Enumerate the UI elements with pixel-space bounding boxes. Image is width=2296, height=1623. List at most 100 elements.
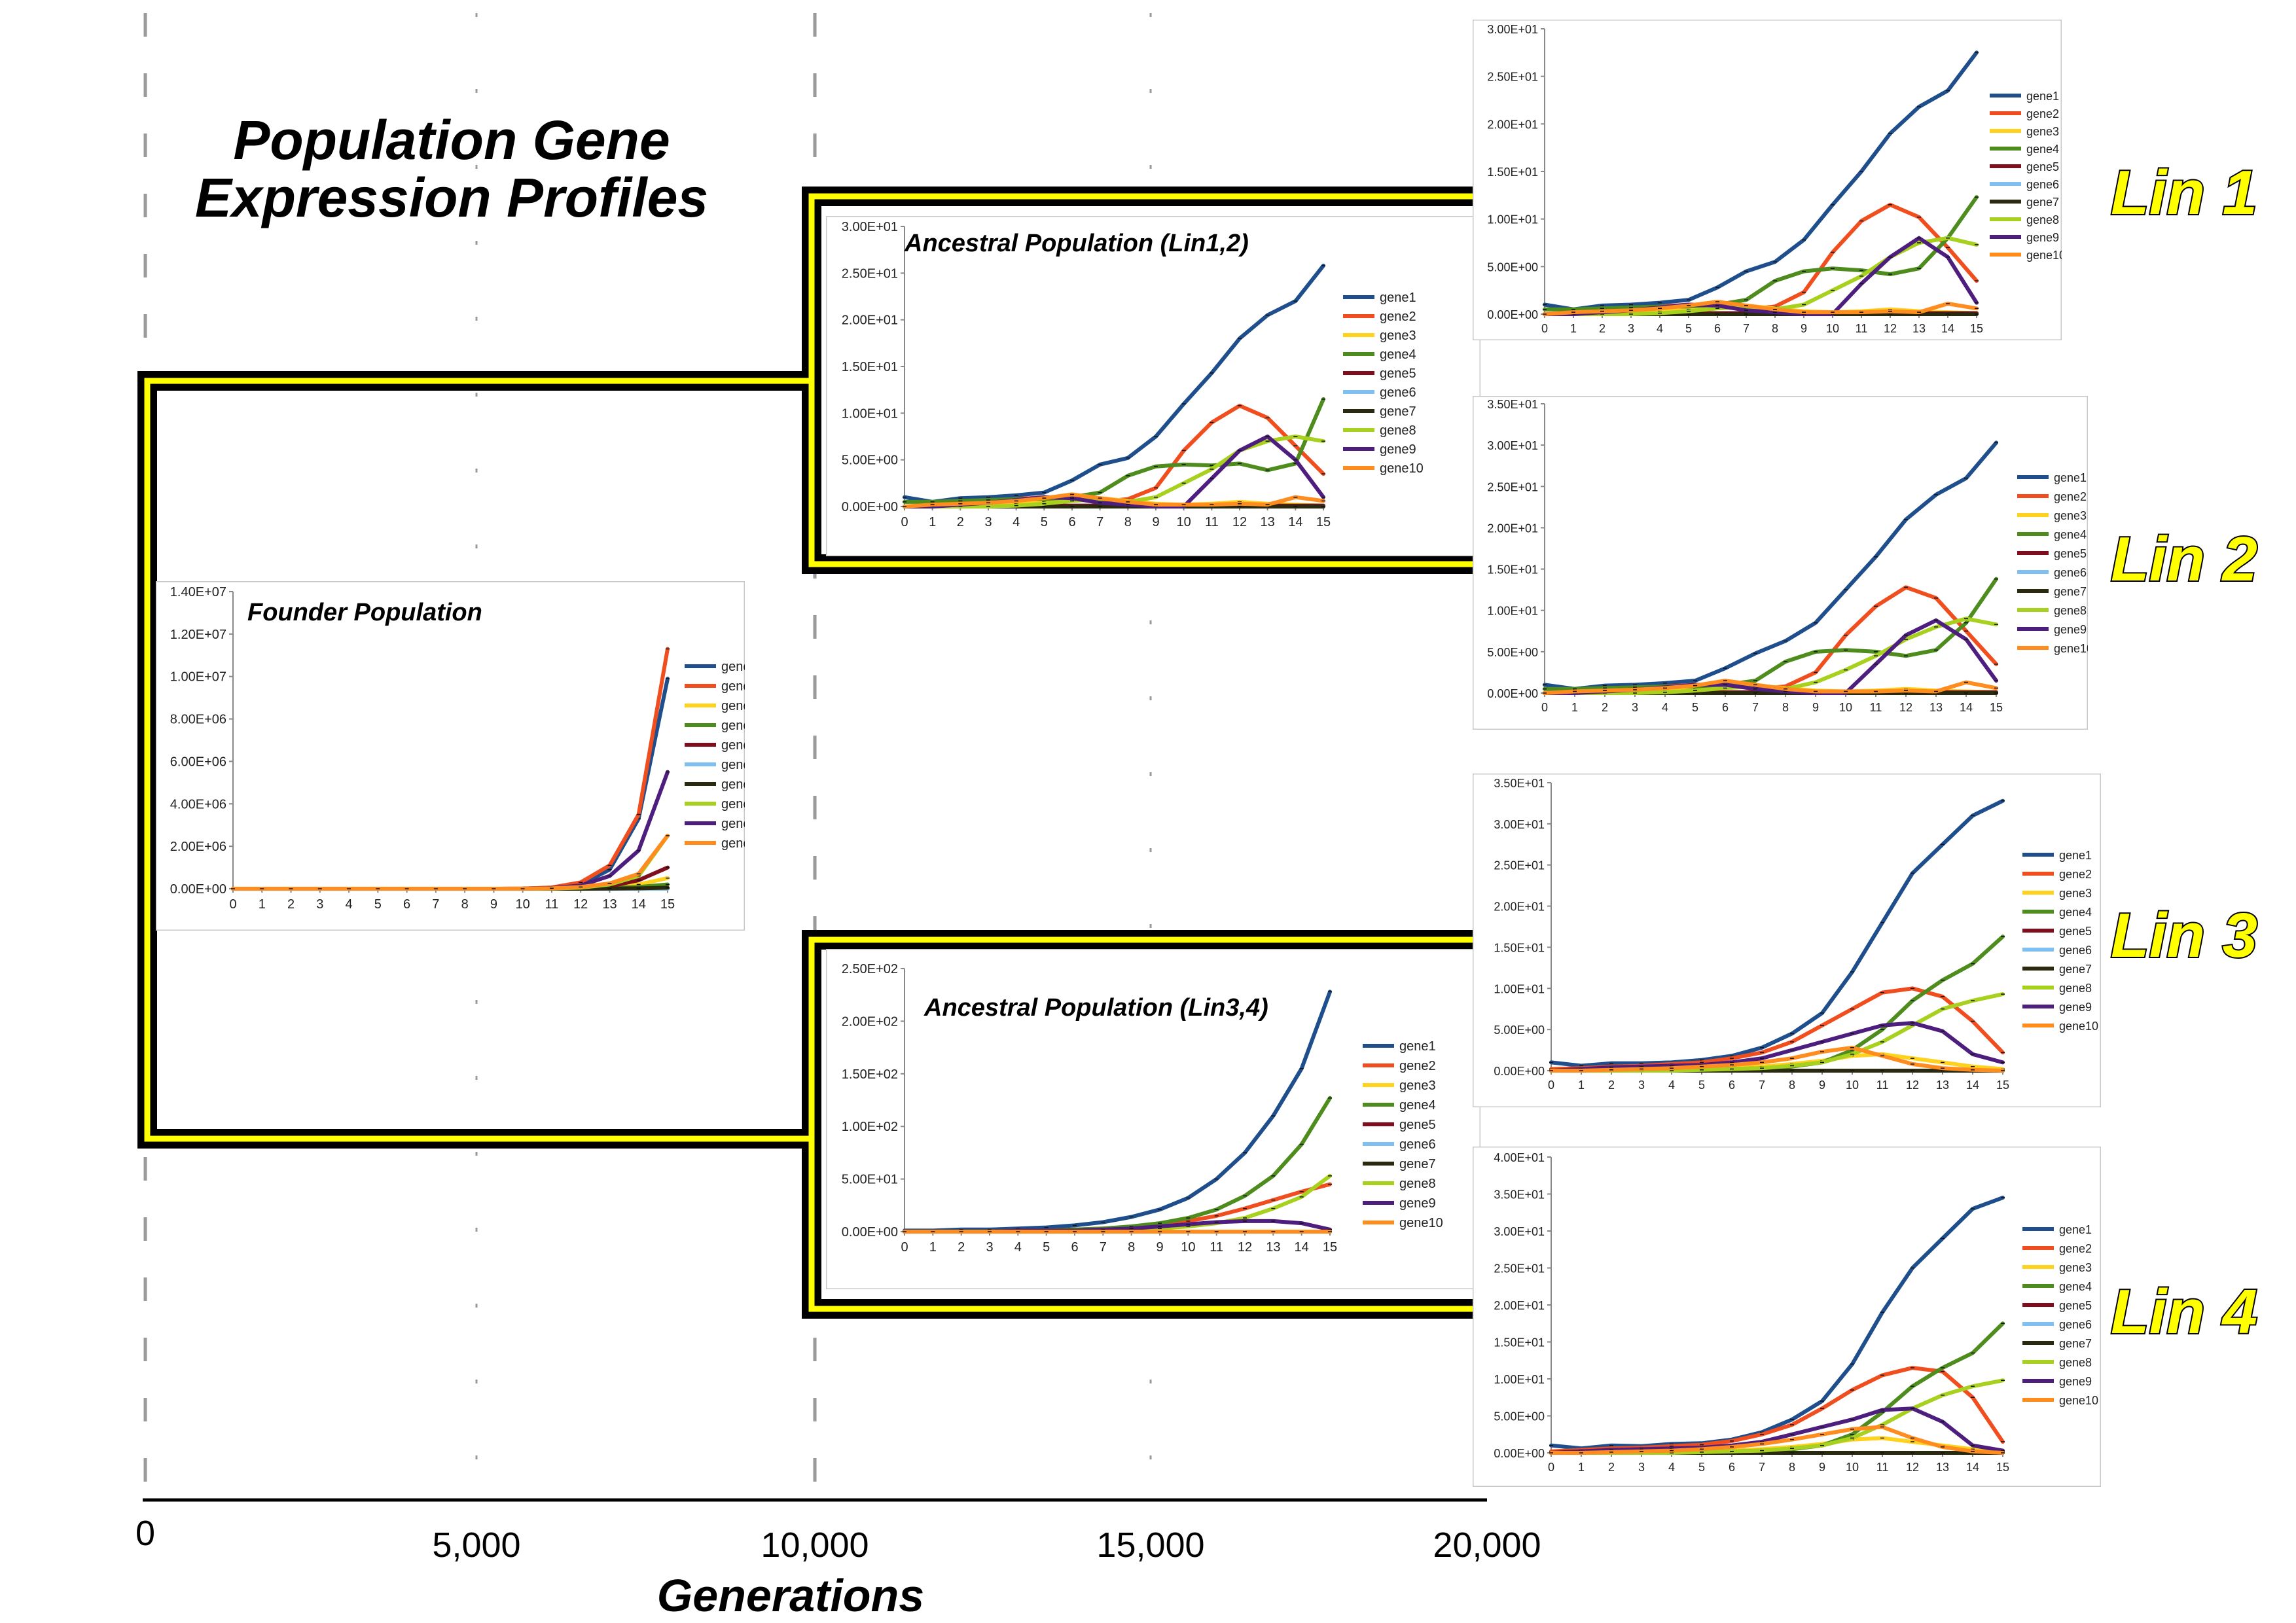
chart-ancestral-lin12: 0.00E+00 5.00E+00 1.00E+01 1.50E+01 2.00E+01… <box>826 216 1480 556</box>
x-tick-label: 7 <box>1759 1079 1765 1092</box>
legend-label-gene7: gene7 <box>2026 196 2059 209</box>
series-line-gene9 <box>1549 1021 2005 1073</box>
x-axis-title: Generations <box>656 1570 925 1621</box>
legend-label-gene1: gene1 <box>2059 1223 2092 1236</box>
x-tick-label: 14 <box>1295 1240 1309 1255</box>
x-tick-label: 3 <box>984 515 992 529</box>
y-tick-label: 0.00E+00 <box>1494 1065 1545 1078</box>
legend-label-gene7: gene7 <box>1380 404 1416 419</box>
y-tick-label: 2.50E+01 <box>1494 1262 1545 1275</box>
legend-label-gene2: gene2 <box>1399 1059 1436 1073</box>
y-tick-label: 1.00E+01 <box>1487 213 1538 226</box>
x-tick-label: 1 <box>1578 1079 1585 1092</box>
x-tick-label: 10 <box>516 897 530 912</box>
legend-label-gene6: gene6 <box>2026 178 2059 191</box>
x-tick-label: 4 <box>1657 322 1663 335</box>
x-tick-label: 15 <box>1323 1240 1337 1255</box>
x-tick-label: 9 <box>1819 1461 1825 1474</box>
x-tick-label: 15 <box>1996 1079 2009 1092</box>
x-tick-label: 6 <box>403 897 410 912</box>
legend-label-gene1: gene1 <box>2059 849 2092 862</box>
series-line-gene4 <box>1543 577 1998 691</box>
legend-label-gene10: gene10 <box>2026 249 2062 262</box>
x-tick-label: 3 <box>986 1240 993 1255</box>
x-tick-label: 2 <box>957 515 964 529</box>
legend-label-gene10: gene10 <box>1380 461 1424 476</box>
x-tick-label: 5 <box>374 897 382 912</box>
x-tick-label: 15 <box>1996 1461 2009 1474</box>
generation-tick-label: 15,000 <box>1096 1525 1205 1565</box>
x-tick-label: 5 <box>1698 1461 1705 1474</box>
legend-label-gene10: gene10 <box>721 836 745 851</box>
legend-label-gene9: gene9 <box>2026 231 2059 244</box>
x-tick-label: 1 <box>1578 1461 1585 1474</box>
legend-label-gene6: gene6 <box>2054 566 2087 579</box>
legend-label-gene6: gene6 <box>721 758 745 772</box>
legend-label-gene7: gene7 <box>1399 1157 1436 1171</box>
y-tick-label: 1.50E+01 <box>1487 563 1538 577</box>
legend-label-gene1: gene1 <box>721 660 745 674</box>
y-tick-label: 1.00E+01 <box>842 406 898 421</box>
x-tick-label: 10 <box>1846 1461 1859 1474</box>
y-tick-label: 5.00E+00 <box>1494 1410 1545 1423</box>
x-tick-label: 13 <box>1936 1079 1949 1092</box>
y-tick-label: 3.00E+01 <box>1494 1225 1545 1238</box>
legend-label-gene4: gene4 <box>2054 528 2087 541</box>
legend-label-gene8: gene8 <box>721 797 745 812</box>
x-tick-label: 8 <box>1128 1240 1135 1255</box>
x-tick-label: 9 <box>1801 322 1807 335</box>
figure-title-line1: Population Gene <box>233 109 670 171</box>
legend-label-gene3: gene3 <box>2026 125 2059 138</box>
x-tick-label: 2 <box>1608 1079 1615 1092</box>
legend-label-gene7: gene7 <box>2054 585 2087 598</box>
x-tick-label: 15 <box>1316 515 1331 529</box>
legend-label-gene3: gene3 <box>1399 1079 1436 1093</box>
y-tick-label: 0.00E+00 <box>1487 308 1538 321</box>
legend-label-gene2: gene2 <box>2054 490 2087 503</box>
y-tick-label: 1.50E+01 <box>1494 941 1545 954</box>
legend-label-gene4: gene4 <box>721 719 745 733</box>
y-tick-label: 2.00E+01 <box>1487 522 1538 535</box>
x-tick-label: 13 <box>1929 701 1943 714</box>
y-tick-label: 5.00E+00 <box>842 454 898 468</box>
series-line-gene10 <box>1543 300 1979 316</box>
x-tick-label: 11 <box>1870 701 1882 714</box>
chart-lin2: 0.00E+00 5.00E+00 1.00E+01 1.50E+01 2.00E+01… <box>1473 396 2088 730</box>
legend-label-gene2: gene2 <box>2059 868 2092 881</box>
y-tick-label: 1.00E+07 <box>170 670 226 685</box>
figure-title: Population Gene Expression Profiles <box>118 111 785 226</box>
x-tick-label: 15 <box>660 897 675 912</box>
x-tick-label: 0 <box>1548 1079 1554 1092</box>
x-tick-label: 14 <box>1966 1461 1979 1474</box>
legend-label-gene7: gene7 <box>2059 1337 2092 1350</box>
y-tick-label: 1.00E+02 <box>842 1120 898 1134</box>
y-tick-label: 0.00E+00 <box>170 882 226 897</box>
y-tick-label: 8.00E+06 <box>170 713 226 727</box>
series-line-gene1 <box>1549 1196 2005 1451</box>
y-tick-label: 2.50E+01 <box>842 266 898 281</box>
x-tick-label: 6 <box>1729 1461 1735 1474</box>
legend-label-gene1: gene1 <box>2054 471 2087 484</box>
x-tick-label: 1 <box>929 1240 937 1255</box>
y-tick-label: 5.00E+00 <box>1487 646 1538 659</box>
x-tick-label: 2 <box>958 1240 965 1255</box>
chart-title: Founder Population <box>247 599 482 626</box>
x-tick-label: 0 <box>1548 1461 1554 1474</box>
x-tick-label: 7 <box>1752 701 1759 714</box>
legend-label-gene1: gene1 <box>1399 1039 1436 1054</box>
generation-tick-label: 5,000 <box>432 1525 521 1565</box>
legend-label-gene5: gene5 <box>2054 547 2087 560</box>
x-tick-label: 2 <box>1602 701 1608 714</box>
x-tick-label: 1 <box>259 897 266 912</box>
legend-label-gene8: gene8 <box>1399 1177 1436 1191</box>
tree-branch-highlight <box>808 936 1491 1312</box>
x-tick-label: 14 <box>632 897 646 912</box>
x-tick-label: 7 <box>1096 515 1103 529</box>
legend-label-gene2: gene2 <box>1380 310 1416 324</box>
generation-tick-label: 10,000 <box>761 1525 869 1565</box>
x-tick-label: 9 <box>1812 701 1819 714</box>
y-tick-label: 1.50E+01 <box>842 360 898 374</box>
series-line-gene9 <box>1549 1406 2005 1455</box>
chart-background <box>1473 396 2088 730</box>
